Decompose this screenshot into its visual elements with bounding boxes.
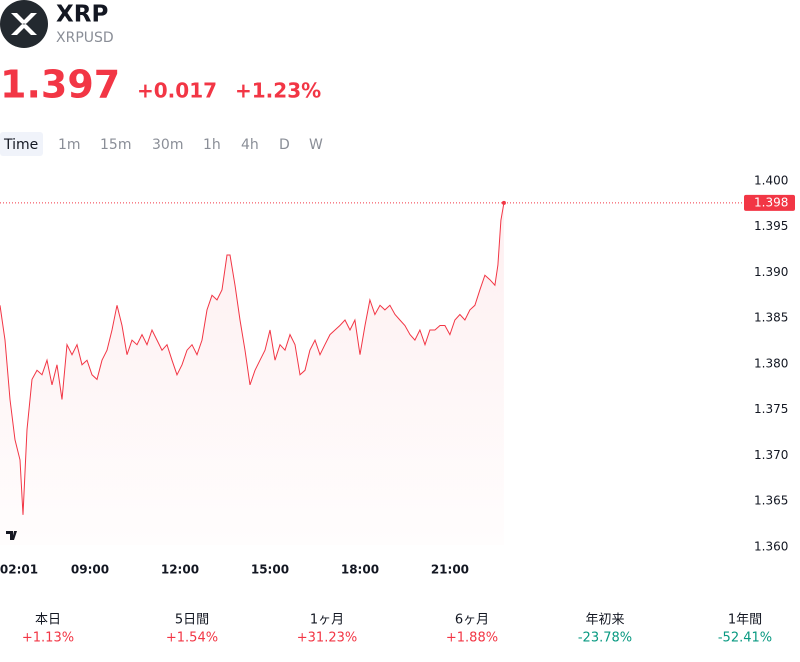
- x-tick-label: 02:01: [0, 563, 38, 577]
- period-label[interactable]: 1年間: [728, 613, 762, 628]
- y-tick-label: 1.395: [754, 219, 788, 233]
- y-tick-label: 1.385: [754, 311, 788, 325]
- period-change[interactable]: -23.78%: [578, 631, 632, 646]
- interval-button[interactable]: 30m: [152, 137, 183, 153]
- period-change[interactable]: +1.88%: [446, 631, 498, 646]
- logo: [0, 0, 48, 48]
- area: [0, 202, 504, 545]
- period-label[interactable]: 本日: [35, 613, 61, 628]
- period-change[interactable]: +31.23%: [297, 631, 357, 646]
- period-change[interactable]: +1.54%: [166, 631, 218, 646]
- period-label[interactable]: 6ヶ月: [455, 613, 489, 628]
- price-line: [0, 202, 505, 515]
- x-tick-label: 12:00: [161, 563, 199, 577]
- x-tick-label: 21:00: [431, 563, 469, 577]
- period-change[interactable]: -52.41%: [718, 631, 772, 646]
- x-tick-label: 09:00: [71, 563, 109, 577]
- y-tick-label: 1.370: [754, 448, 788, 462]
- last-price-box: [744, 194, 795, 211]
- last-point: [501, 200, 506, 205]
- interval-button[interactable]: 15m: [100, 137, 131, 153]
- last-price-label: 1.398: [754, 195, 788, 209]
- y-tick-label: 1.365: [754, 494, 788, 508]
- interval-button[interactable]: D: [279, 137, 290, 153]
- ticker: XRPUSD: [56, 30, 114, 46]
- period-label[interactable]: 5日間: [175, 613, 209, 628]
- period-change[interactable]: +1.13%: [22, 631, 74, 646]
- interval-button[interactable]: Time: [3, 137, 38, 153]
- y-tick-label: 1.375: [754, 402, 788, 416]
- y-tick-label: 1.390: [754, 265, 788, 279]
- price: 1.397: [0, 63, 120, 107]
- symbol: XRP: [56, 2, 108, 28]
- interval-button[interactable]: 4h: [241, 137, 259, 153]
- y-tick-label: 1.360: [754, 539, 788, 553]
- period-label[interactable]: 1ヶ月: [310, 613, 344, 628]
- x-tick-label: 15:00: [251, 563, 289, 577]
- change: +0.017: [137, 79, 217, 103]
- interval-button[interactable]: 1h: [203, 137, 221, 153]
- change-percent: +1.23%: [235, 79, 321, 103]
- interval-button[interactable]: 1m: [58, 137, 81, 153]
- x-tick-label: 18:00: [341, 563, 379, 577]
- period-label[interactable]: 年初来: [585, 613, 624, 628]
- interval-selected-bg: [0, 132, 43, 156]
- y-tick-label: 1.400: [754, 173, 788, 187]
- interval-button[interactable]: W: [309, 137, 323, 153]
- y-tick-label: 1.380: [754, 356, 788, 370]
